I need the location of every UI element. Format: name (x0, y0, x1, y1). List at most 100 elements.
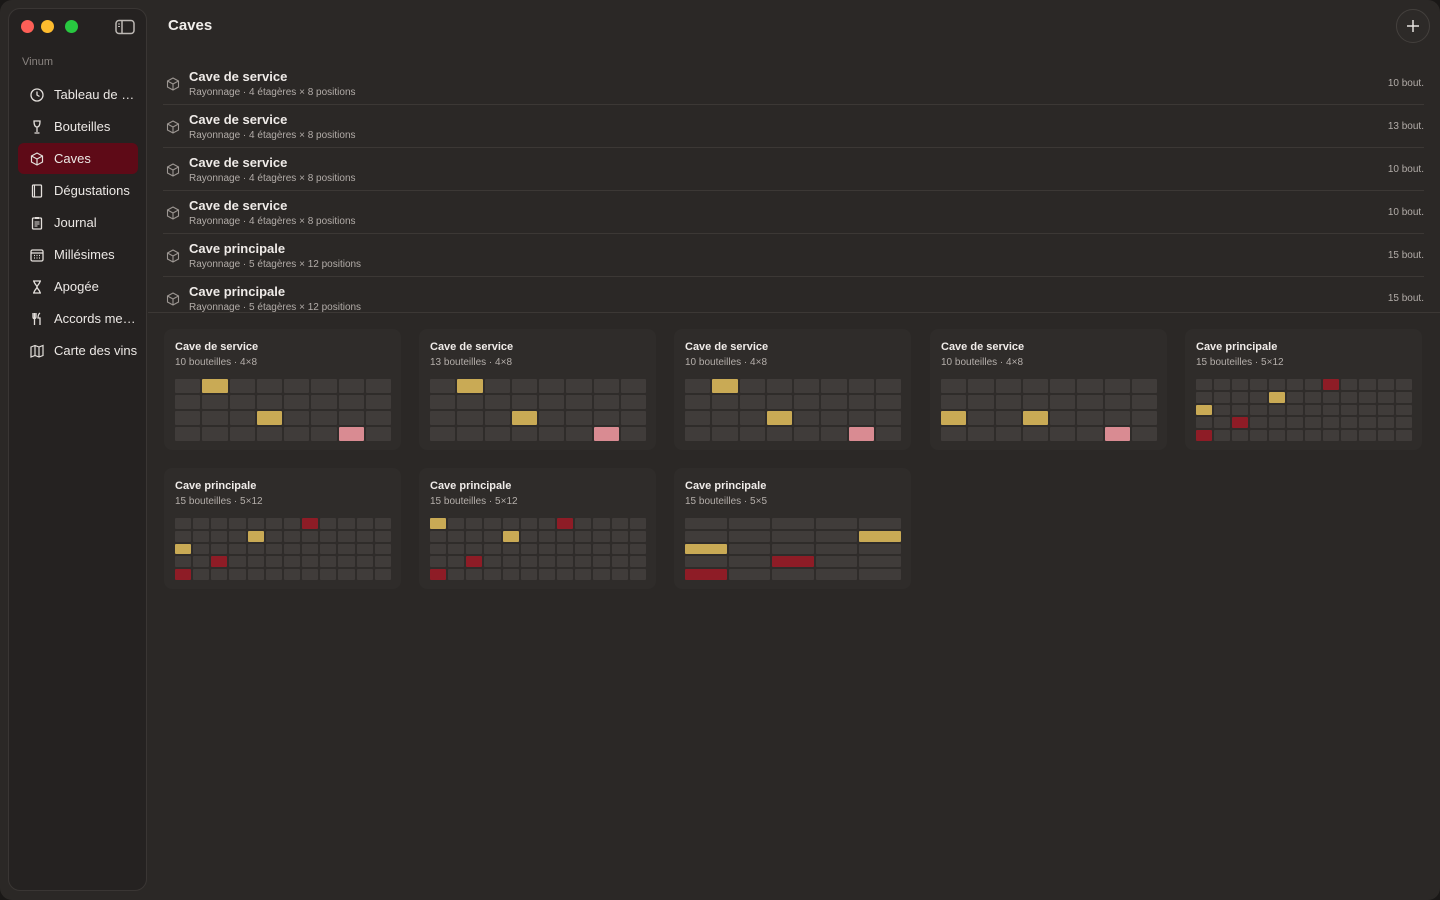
bottle-slot-empty (794, 395, 820, 409)
bottle-slot-empty (815, 518, 858, 529)
bottle-slot-empty (247, 569, 264, 580)
bottle-slot-empty (1395, 430, 1412, 441)
bottle-slot-empty (338, 379, 364, 393)
bottle-slot-empty (1050, 379, 1076, 393)
bottle-slot-empty (356, 543, 373, 555)
rack-grid (941, 379, 1157, 441)
bottle-slot-empty (620, 411, 646, 425)
bottle-slot-empty (520, 556, 537, 568)
bottle-slot-empty (356, 569, 373, 580)
bottle-slot-empty (815, 530, 858, 542)
bottle-slot-empty (1377, 391, 1394, 403)
bottle-slot-filled (457, 379, 483, 393)
cave-card[interactable]: Cave de service 10 bouteilles · 4×8 (164, 329, 401, 450)
card-title: Cave principale (685, 480, 767, 492)
sidebar-item-journal[interactable]: Journal (18, 207, 138, 238)
cave-card[interactable]: Cave de service 13 bouteilles · 4×8 (419, 329, 656, 450)
list-item[interactable]: Cave principale Rayonnage · 5 étagères ×… (163, 277, 1424, 312)
bottle-slot-empty (1341, 391, 1358, 403)
bottle-slot-empty (685, 379, 711, 393)
bottle-slot-empty (1304, 417, 1322, 429)
bottle-slot-empty (1250, 404, 1267, 416)
sidebar-item-accords[interactable]: Accords mets-vins (18, 303, 138, 334)
sidebar-item-degustations[interactable]: Dégustations (18, 175, 138, 206)
bottle-slot-empty (766, 379, 792, 393)
bottle-slot-filled (511, 411, 537, 425)
sidebar-nav: Tableau de bord Bouteilles Caves Dégusta… (18, 79, 138, 367)
bottle-slot-empty (356, 556, 373, 568)
bottle-slot-empty (629, 518, 646, 529)
bottle-slot-empty (557, 530, 574, 542)
bottle-slot-empty (1131, 395, 1157, 409)
bottle-slot-filled (766, 411, 792, 425)
add-cave-button[interactable] (1396, 9, 1430, 43)
bottle-slot-empty (794, 411, 820, 425)
bottle-slot-empty (575, 543, 592, 555)
bottle-slot-filled (712, 379, 738, 393)
bottle-slot-empty (338, 411, 364, 425)
bottle-slot-empty (593, 379, 619, 393)
bottle-slot-empty (175, 379, 201, 393)
bottle-slot-filled (941, 411, 967, 425)
bottle-slot-empty (1104, 411, 1130, 425)
sidebar-item-caves[interactable]: Caves (18, 143, 138, 174)
sidebar-item-apogee[interactable]: Apogée (18, 271, 138, 302)
bottle-slot-empty (466, 530, 483, 542)
list-item[interactable]: Cave de service Rayonnage · 4 étagères ×… (163, 148, 1424, 191)
bottle-slot-empty (193, 556, 210, 568)
cave-card[interactable]: Cave de service 10 bouteilles · 4×8 (674, 329, 911, 450)
sidebar-item-bouteilles[interactable]: Bouteilles (18, 111, 138, 142)
sidebar-item-label: Caves (54, 151, 91, 166)
cave-card[interactable]: Cave principale 15 bouteilles · 5×12 (1185, 329, 1422, 450)
bottle-slot-empty (772, 530, 814, 542)
cave-card[interactable]: Cave principale 15 bouteilles · 5×5 (674, 468, 911, 589)
bottle-slot-empty (685, 556, 727, 568)
bottle-slot-empty (320, 569, 337, 580)
sidebar: Vinum Tableau de bord Bouteilles Caves D… (8, 8, 147, 891)
bottle-slot-empty (1232, 404, 1249, 416)
bottle-slot-empty (193, 518, 210, 529)
bottle-slot-empty (502, 518, 519, 529)
bottle-slot-empty (311, 411, 337, 425)
cave-card[interactable]: Cave principale 15 bouteilles · 5×12 (419, 468, 656, 589)
close-window-button[interactable] (21, 20, 34, 33)
bottle-slot-filled (502, 530, 519, 542)
bottle-slot-empty (1395, 391, 1412, 403)
bottle-slot-empty (457, 395, 483, 409)
sidebar-item-carte[interactable]: Carte des vins (18, 335, 138, 366)
list-item[interactable]: Cave de service Rayonnage · 4 étagères ×… (163, 105, 1424, 148)
bottle-slot-empty (430, 395, 456, 409)
zoom-window-button[interactable] (65, 20, 78, 33)
list-item[interactable]: Cave principale Rayonnage · 5 étagères ×… (163, 234, 1424, 277)
bottle-slot-empty (511, 395, 537, 409)
bottle-slot-empty (484, 379, 510, 393)
bottle-slot-empty (484, 530, 501, 542)
sidebar-toggle-icon[interactable] (115, 19, 135, 35)
bottle-slot-empty (229, 543, 246, 555)
list-item[interactable]: Cave de service Rayonnage · 4 étagères ×… (163, 191, 1424, 234)
bottle-slot-empty (502, 556, 519, 568)
bottle-slot-empty (1232, 391, 1249, 403)
bottle-slot-empty (712, 411, 738, 425)
bottle-slot-empty (175, 427, 201, 441)
bottle-slot-empty (1050, 395, 1076, 409)
sidebar-item-millesimes[interactable]: Millésimes (18, 239, 138, 270)
sidebar-item-tableau-de-bord[interactable]: Tableau de bord (18, 79, 138, 110)
bottle-slot-empty (484, 427, 510, 441)
bottle-slot-empty (520, 543, 537, 555)
bottle-slot-empty (229, 427, 255, 441)
bottle-slot-empty (593, 395, 619, 409)
minimize-window-button[interactable] (41, 20, 54, 33)
bottle-slot-empty (211, 543, 228, 555)
bottle-slot-empty (1395, 379, 1412, 390)
sidebar-item-label: Carte des vins (54, 343, 138, 358)
bottle-slot-empty (1196, 391, 1213, 403)
clipboard-icon (31, 216, 43, 230)
bottle-slot-empty (941, 379, 967, 393)
bottle-slot-empty (338, 556, 355, 568)
cave-card[interactable]: Cave principale 15 bouteilles · 5×12 (164, 468, 401, 589)
bottle-slot-empty (995, 379, 1021, 393)
cave-card[interactable]: Cave de service 10 bouteilles · 4×8 (930, 329, 1167, 450)
list-item[interactable]: Cave de service Rayonnage · 4 étagères ×… (163, 62, 1424, 105)
bottle-slot-filled (211, 556, 228, 568)
